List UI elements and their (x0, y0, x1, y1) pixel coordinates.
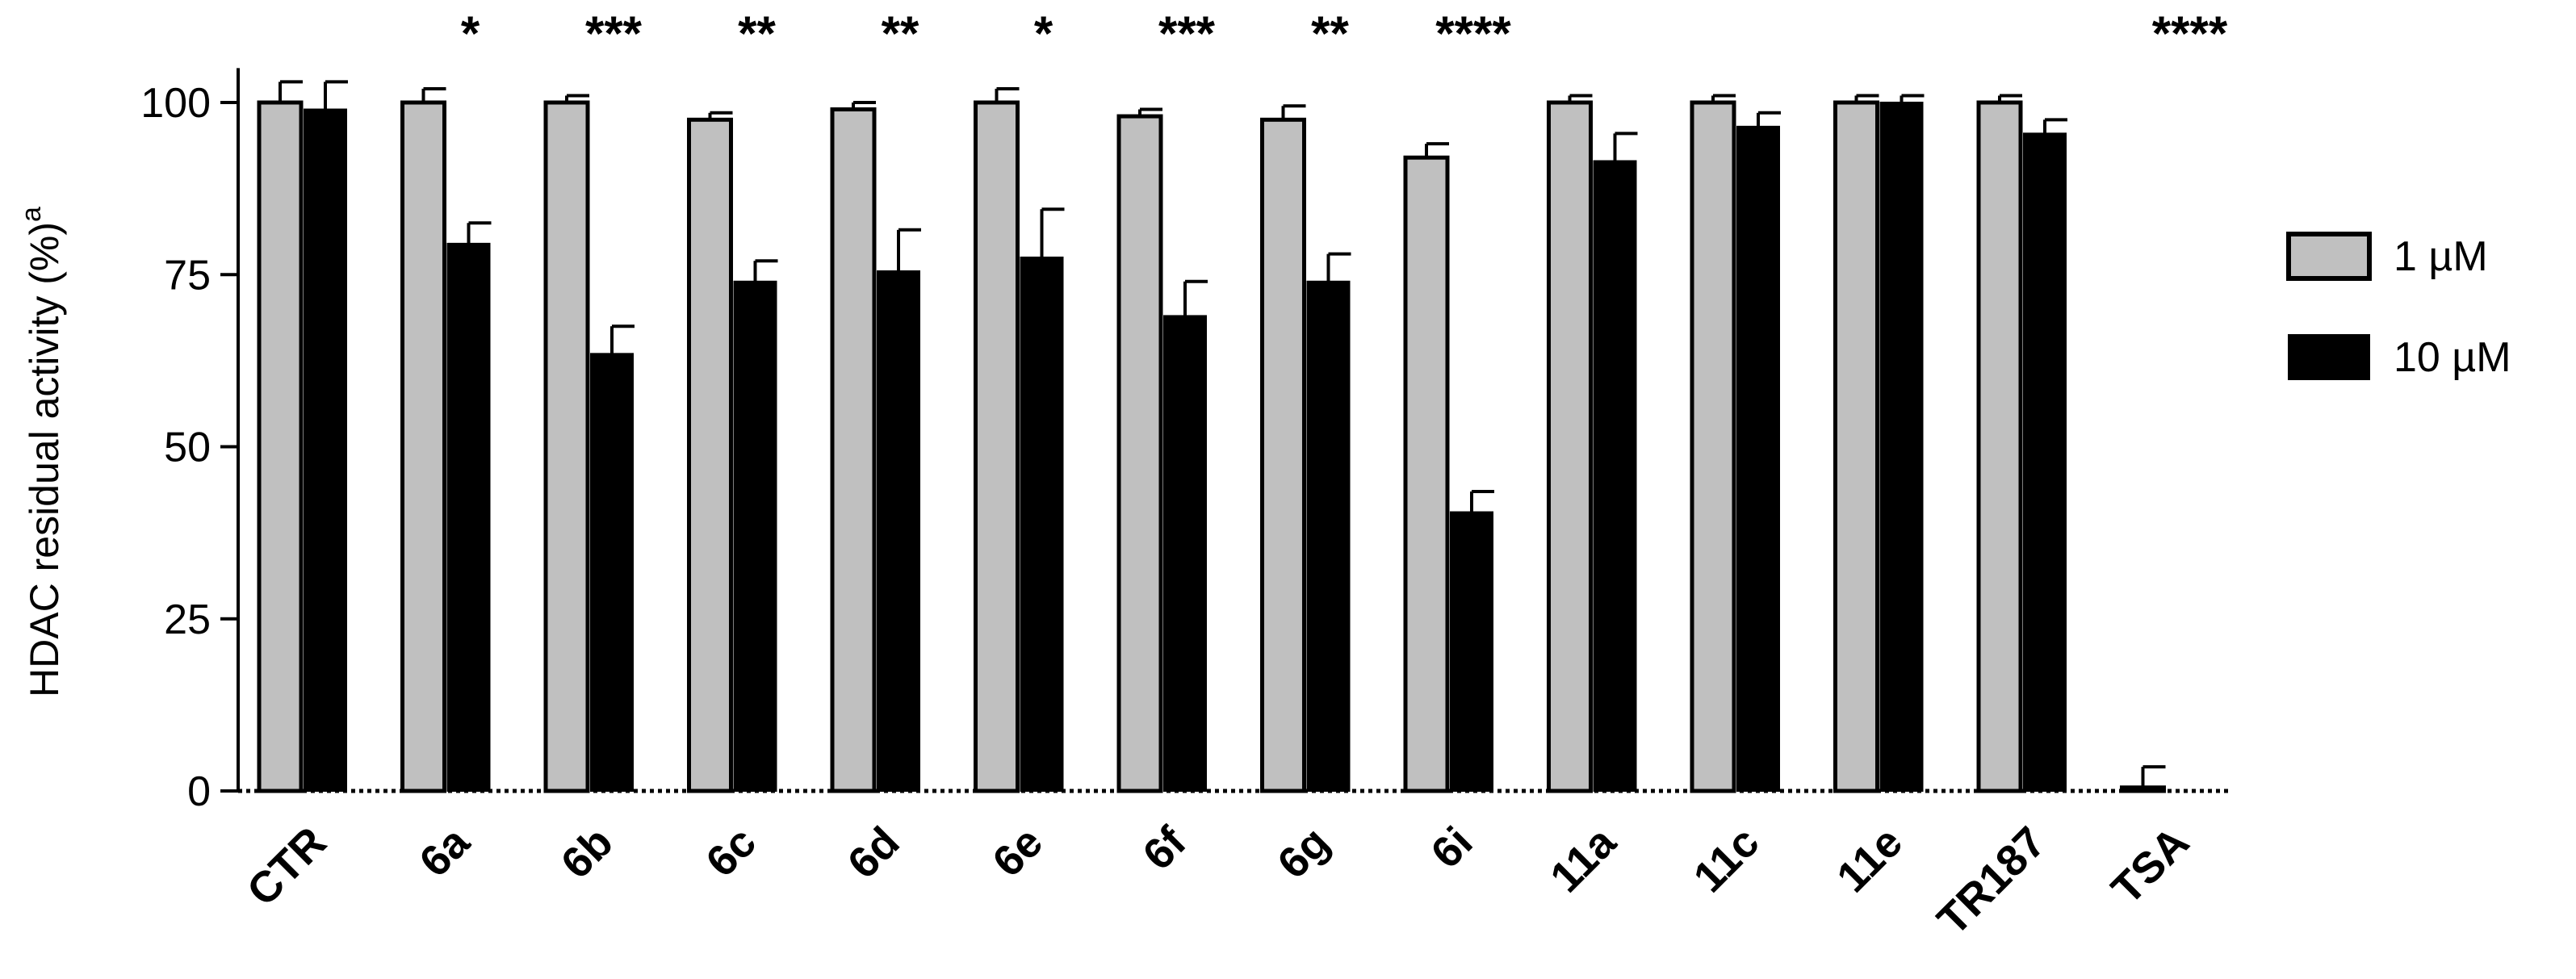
y-axis: 0 25 50 75 100 (140, 68, 240, 815)
y-tick-label: 100 (140, 80, 211, 127)
bar-6a-1uM (400, 100, 446, 793)
bar-11e-10uM (1879, 102, 1924, 792)
x-tick-label: 6f (1133, 817, 1196, 879)
bar-6f-1uM (1116, 114, 1163, 793)
x-tick-label: 6a (410, 818, 480, 887)
x-tick-label: 6c (697, 818, 765, 886)
bar-6e-10uM (1020, 256, 1064, 792)
bar-6d-1uM (830, 107, 877, 793)
bars (257, 80, 2166, 793)
bar-11a-1uM (1547, 100, 1593, 793)
x-tick-label: TSA (2102, 818, 2198, 914)
x-tick-label: 6b (552, 818, 622, 888)
x-tick-label: 6d (839, 818, 909, 888)
bar-TR187-10uM (2023, 132, 2067, 792)
bar-6c-1uM (687, 117, 733, 793)
legend-label: 10 µM (2394, 334, 2511, 381)
y-tick-label: 75 (164, 252, 211, 299)
x-tick-label: 11a (1541, 818, 1626, 902)
bar-6b-10uM (590, 353, 634, 793)
y-tick-label: 0 (187, 768, 211, 815)
bar-6f-10uM (1163, 315, 1207, 792)
legend-swatch (2288, 334, 2370, 380)
bar-11a-10uM (1593, 160, 1637, 792)
x-tick-label: 11e (1828, 818, 1912, 902)
y-axis-label-superscript: a (16, 207, 47, 222)
bar-CTR-1uM (257, 100, 304, 793)
bar-TR187-1uM (1976, 100, 2023, 793)
x-tick-label: TR187 (1929, 818, 2055, 944)
significance-marker: **** (1435, 6, 1511, 61)
x-tick-label: CTR (238, 818, 336, 915)
y-axis-label-text: HDAC residual activity (%) (22, 222, 67, 697)
bar-6b-1uM (543, 100, 590, 793)
x-tick-label: 6i (1422, 818, 1481, 877)
significance-marker: **** (2152, 6, 2228, 61)
legend: 1 µM 10 µM (2286, 232, 2511, 381)
x-tick-label: 11c (1685, 818, 1769, 902)
x-tick-label: 6g (1268, 818, 1338, 888)
x-axis: CTR 6a 6b 6c 6d 6e 6f 6g 6i 11a 11c 11e TR187 TSA (238, 789, 2232, 944)
significance-marker: ** (738, 6, 776, 61)
bar-11c-10uM (1736, 125, 1780, 793)
y-tick-label: 50 (164, 425, 211, 471)
significance-marker: *** (1158, 6, 1216, 61)
significance-marker: * (461, 6, 480, 61)
bar-6g-1uM (1260, 117, 1306, 793)
bar-6g-10uM (1306, 280, 1351, 792)
significance-marker: *** (585, 6, 643, 61)
significance-marker: ** (882, 6, 919, 61)
bar-6e-1uM (974, 100, 1020, 793)
significance-marker: ** (1311, 6, 1349, 61)
significance-marker: * (1034, 6, 1053, 61)
bar-6c-10uM (733, 280, 777, 792)
legend-label: 1 µM (2394, 233, 2488, 280)
y-tick-label: 25 (164, 596, 211, 643)
significance-markers: * *** ** ** * *** ** **** **** (461, 6, 2228, 61)
bar-11e-1uM (1833, 100, 1879, 793)
legend-swatch (2286, 232, 2372, 281)
bar-6d-10uM (877, 270, 920, 792)
bar-6i-1uM (1403, 155, 1450, 793)
bar-6a-10uM (446, 242, 491, 792)
y-axis-label: HDAC residual activity (%)a (16, 207, 67, 697)
bar-11c-1uM (1690, 100, 1736, 793)
x-tick-label: 6e (983, 818, 1052, 886)
bar-6i-10uM (1450, 511, 1493, 792)
bar-CTR-10uM (304, 108, 347, 792)
